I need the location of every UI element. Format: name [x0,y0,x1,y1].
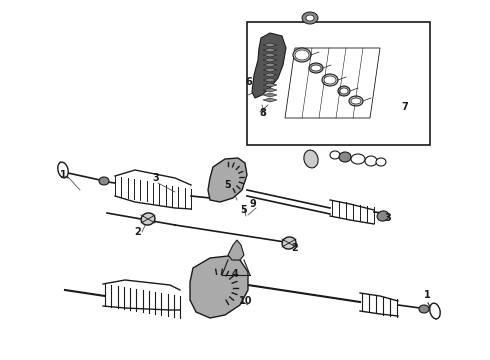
Ellipse shape [330,151,340,159]
Polygon shape [263,43,277,47]
Polygon shape [263,98,277,102]
Polygon shape [263,63,277,67]
Ellipse shape [340,88,348,94]
Ellipse shape [324,76,336,84]
Polygon shape [263,88,277,92]
Polygon shape [252,33,286,98]
Ellipse shape [306,15,314,21]
Ellipse shape [58,162,68,178]
Ellipse shape [430,303,440,319]
Text: 2: 2 [292,243,298,253]
Text: 5: 5 [241,205,247,215]
Ellipse shape [349,96,363,106]
Text: 5: 5 [224,180,231,190]
Ellipse shape [282,237,296,249]
Polygon shape [190,256,248,318]
Polygon shape [263,73,277,77]
Polygon shape [263,93,277,97]
Ellipse shape [309,63,323,73]
Ellipse shape [338,86,350,96]
Ellipse shape [339,152,351,162]
Ellipse shape [351,154,365,164]
Polygon shape [247,22,430,145]
Polygon shape [263,83,277,87]
Text: 3: 3 [385,213,392,223]
Polygon shape [263,48,277,52]
Polygon shape [228,240,244,260]
Text: 10: 10 [239,296,253,306]
Ellipse shape [419,305,429,313]
Ellipse shape [302,12,318,24]
Ellipse shape [311,65,321,71]
Polygon shape [263,53,277,57]
Text: 2: 2 [135,227,142,237]
Text: 9: 9 [249,199,256,209]
Text: 1: 1 [60,170,66,180]
Text: 6: 6 [245,77,252,87]
Ellipse shape [293,48,311,62]
Text: 7: 7 [402,102,408,112]
Text: 1: 1 [424,290,430,300]
Polygon shape [263,68,277,72]
Ellipse shape [351,98,361,104]
Ellipse shape [365,156,377,166]
Polygon shape [263,58,277,62]
Ellipse shape [376,158,386,166]
Ellipse shape [141,213,155,225]
Ellipse shape [322,74,338,86]
Text: 3: 3 [152,173,159,183]
Ellipse shape [377,211,389,221]
Ellipse shape [304,150,318,168]
Ellipse shape [99,177,109,185]
Ellipse shape [295,50,309,60]
Polygon shape [263,78,277,82]
Polygon shape [208,158,247,202]
Text: 4: 4 [232,269,238,279]
Text: 8: 8 [260,108,267,118]
